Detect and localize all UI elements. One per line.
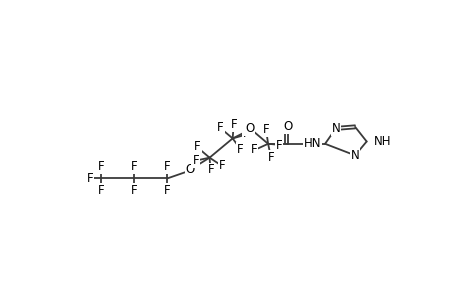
Text: F: F xyxy=(263,123,269,136)
Text: F: F xyxy=(97,184,104,197)
Text: F: F xyxy=(163,160,170,172)
Text: F: F xyxy=(243,127,249,140)
Text: F: F xyxy=(250,143,257,157)
Text: F: F xyxy=(192,154,199,167)
Text: F: F xyxy=(217,121,223,134)
Text: F: F xyxy=(230,118,237,131)
Text: F: F xyxy=(87,172,93,185)
Text: F: F xyxy=(130,184,137,197)
Text: F: F xyxy=(236,143,243,156)
Text: NH: NH xyxy=(374,135,391,148)
Text: F: F xyxy=(267,151,274,164)
Text: N: N xyxy=(350,149,358,162)
Text: HN: HN xyxy=(303,137,320,150)
Text: O: O xyxy=(283,120,292,134)
Text: O: O xyxy=(245,122,254,135)
Text: F: F xyxy=(97,160,104,172)
Text: N: N xyxy=(331,122,340,135)
Text: F: F xyxy=(218,159,225,172)
Text: F: F xyxy=(275,139,281,152)
Text: F: F xyxy=(130,160,137,172)
Text: O: O xyxy=(185,163,195,176)
Text: F: F xyxy=(163,184,170,197)
Text: F: F xyxy=(194,140,200,153)
Text: F: F xyxy=(207,164,214,176)
